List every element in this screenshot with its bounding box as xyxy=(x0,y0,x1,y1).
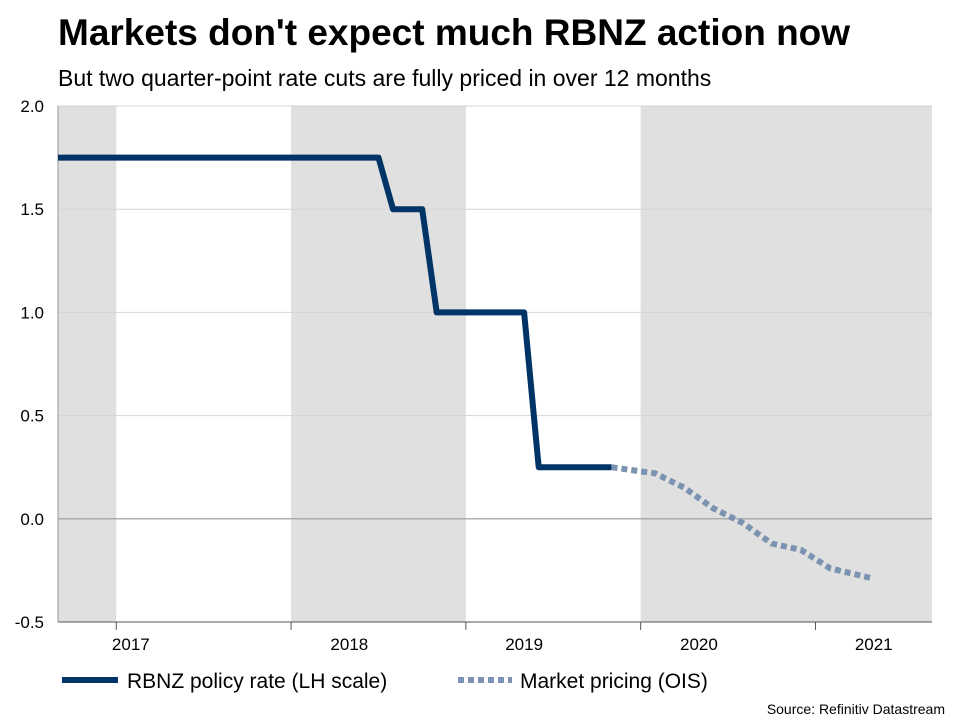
legend-label-policy-rate: RBNZ policy rate (LH scale) xyxy=(127,670,387,693)
x-tick-label-2017: 2017 xyxy=(112,635,150,654)
x-tick-label-2020: 2020 xyxy=(680,635,718,654)
y-tick-label-1: 1.5 xyxy=(20,200,44,219)
legend-label-market-pricing: Market pricing (OIS) xyxy=(520,670,708,693)
shaded-band-0 xyxy=(58,106,117,622)
shaded-year-bands xyxy=(58,106,932,622)
shaded-band-1 xyxy=(291,106,466,622)
y-axis-ticks: 2.0 1.5 1.0 0.5 0.0 -0.5 xyxy=(15,97,44,632)
series-line-market-pricing xyxy=(611,464,875,582)
y-tick-label-5: -0.5 xyxy=(15,613,44,632)
legend: RBNZ policy rate (LH scale) Market prici… xyxy=(62,670,708,693)
chart-subtitle: But two quarter-point rate cuts are full… xyxy=(58,65,711,91)
source-note: Source: Refinitiv Datastream xyxy=(767,701,945,717)
series-line-policy-rate xyxy=(58,154,612,471)
y-tick-label-0: 2.0 xyxy=(20,97,44,116)
x-axis: 2017 2018 2019 2020 2021 xyxy=(57,106,932,654)
y-tick-label-3: 0.5 xyxy=(20,407,44,426)
x-tick-label-2019: 2019 xyxy=(505,635,543,654)
x-tick-label-2021: 2021 xyxy=(855,635,893,654)
y-tick-label-4: 0.0 xyxy=(20,510,44,529)
x-tick-label-2018: 2018 xyxy=(330,635,368,654)
y-tick-label-2: 1.0 xyxy=(20,303,44,322)
chart-title: Markets don't expect much RBNZ action no… xyxy=(58,12,850,53)
series-lines xyxy=(58,154,875,582)
shaded-band-2 xyxy=(640,106,932,622)
